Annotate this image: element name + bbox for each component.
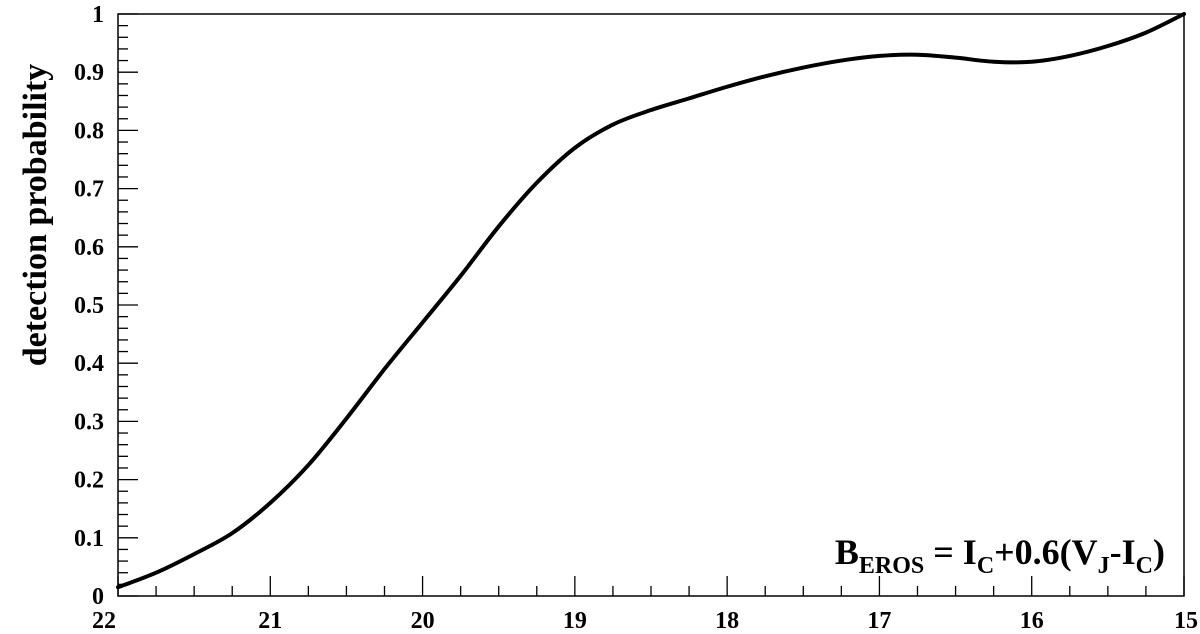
- labels-layer: 0 0.1 0.2 0.3 0.4 0.5 0.6 0.7 0.8 0.9 1 22 21 20 19 18 1…: [74, 2, 1198, 634]
- y-tick-label: 0.5: [74, 293, 104, 319]
- y-tick-label: 1: [92, 2, 104, 28]
- y-tick-label: 0: [92, 584, 104, 610]
- formula-subscript: C: [977, 553, 994, 579]
- y-tick-label: 0.8: [74, 118, 104, 144]
- formula-subscript: C: [1136, 553, 1153, 579]
- formula-annotation: BEROS​ = IC​+0.6(VJ​-IC​): [835, 532, 1165, 579]
- y-tick-label: 0.9: [74, 60, 104, 86]
- x-tick-label: 15: [1174, 608, 1198, 634]
- formula-subscript: J: [1098, 553, 1110, 579]
- y-axis-title: detection probability: [17, 64, 54, 367]
- x-tick-label: 20: [411, 608, 435, 634]
- formula-subscript: EROS: [859, 553, 924, 579]
- y-tick-label: 0.3: [74, 409, 104, 435]
- ticks-layer: [117, 13, 1185, 597]
- formula-part: +0.6(V: [994, 532, 1098, 572]
- y-tick-label: 0.1: [74, 526, 104, 552]
- y-tick-label: 0.6: [74, 235, 104, 261]
- formula-part: B: [835, 532, 859, 572]
- formula-part: -I: [1110, 532, 1136, 572]
- detection-probability-curve: [116, 12, 1186, 590]
- x-tick-label: 21: [258, 608, 282, 634]
- y-tick-label: 0.2: [74, 468, 104, 494]
- x-tick-label: 19: [563, 608, 587, 634]
- formula-part: ): [1153, 532, 1165, 572]
- x-tick-label: 17: [867, 608, 891, 634]
- y-tick-label: 0.4: [74, 351, 104, 377]
- y-tick-label: 0.7: [74, 177, 104, 203]
- x-tick-label: 22: [92, 608, 116, 634]
- x-tick-label: 18: [715, 608, 739, 634]
- x-tick-label: 16: [1020, 608, 1044, 634]
- plot-frame: [117, 13, 1185, 597]
- formula-part: = I: [924, 532, 977, 572]
